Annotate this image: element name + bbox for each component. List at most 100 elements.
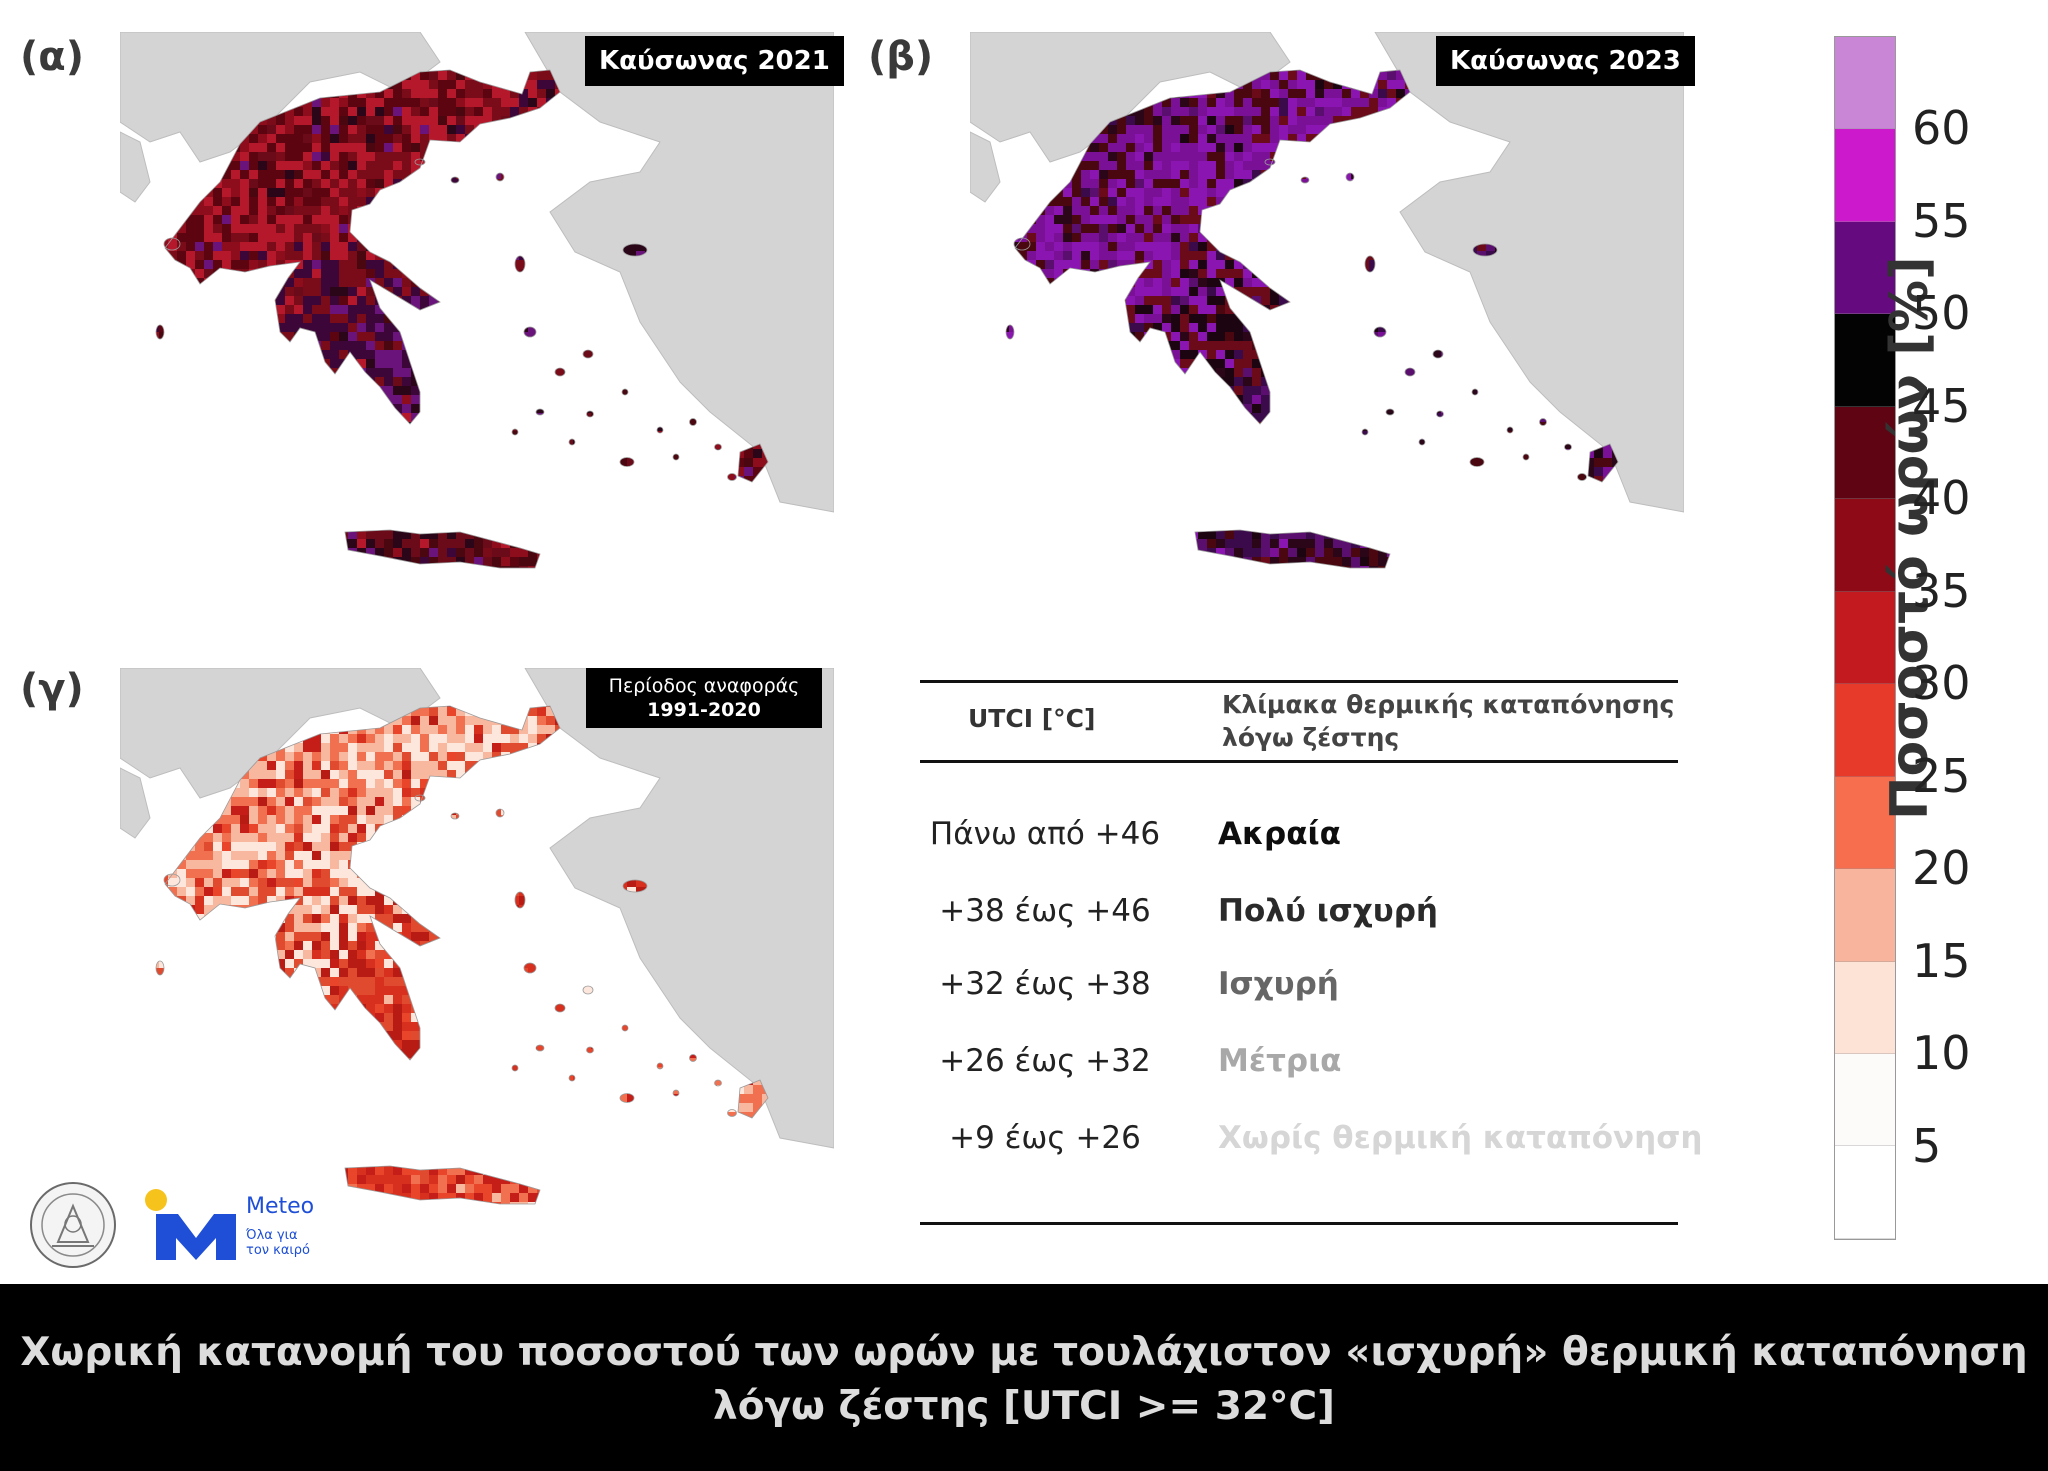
- island-outline: [1364, 255, 1376, 273]
- table-header-scale-line1: Κλίμακα θερμικής καταπόνησης: [1222, 690, 1675, 719]
- colorbar-segment: [1835, 1146, 1895, 1239]
- island-outline: [1469, 457, 1485, 467]
- island-outline: [1522, 453, 1530, 461]
- table-header-utci: UTCI [°C]: [968, 704, 1096, 733]
- meteo-tagline-line1: Όλα για: [246, 1228, 298, 1243]
- island-outline: [535, 1044, 545, 1052]
- table-row-category: Ακραία: [1218, 816, 1341, 852]
- island-outline: [1404, 367, 1416, 377]
- table-row-range: +9 έως +26: [949, 1120, 1141, 1156]
- island-outline: [582, 349, 594, 359]
- neighbor-land: [120, 32, 834, 513]
- island-outline: [495, 172, 505, 182]
- island-outline: [163, 237, 181, 251]
- island-outline: [414, 794, 426, 802]
- meteo-tagline: Όλα για τον καιρό: [246, 1228, 310, 1258]
- island-outline: [554, 1003, 566, 1013]
- footer-caption-line1: Χωρική κατανομή του ποσοστού των ωρών με…: [20, 1330, 2028, 1375]
- colorbar-segment: [1835, 1053, 1895, 1147]
- observatory-seal-logo: [30, 1182, 116, 1268]
- island-outline: [586, 410, 594, 418]
- table-row-range: Πάνω από +46: [929, 816, 1161, 852]
- colorbar-tick-label: 60: [1912, 101, 1971, 156]
- panel-letter-c: (γ): [20, 666, 84, 712]
- neighbor-land: [120, 668, 834, 1149]
- island-outline: [1300, 176, 1310, 184]
- island-outline: [535, 408, 545, 416]
- panel-title-reference: Περίοδος αναφοράς 1991-2020: [586, 668, 822, 728]
- island-outline: [622, 879, 648, 893]
- panel-title-2023: Καύσωνας 2023: [1436, 36, 1695, 86]
- neighbor-country: [1374, 32, 1684, 513]
- colorbar-tick-label: 35: [1912, 563, 1971, 618]
- island-outline: [450, 812, 460, 820]
- colorbar-segment: [1835, 776, 1895, 870]
- colorbar-tick-label: 40: [1912, 471, 1971, 526]
- colorbar-segment: [1835, 406, 1895, 500]
- island-outline: [622, 243, 648, 257]
- table-header-scale-line2: λόγω ζέστης: [1222, 723, 1400, 752]
- colorbar-tick-label: 50: [1912, 286, 1971, 341]
- table-row-range: +38 έως +46: [939, 893, 1151, 929]
- colorbar-segment: [1835, 129, 1895, 222]
- table-row-category: Πολύ ισχυρή: [1218, 893, 1438, 929]
- island-outline: [1264, 158, 1276, 166]
- panel-title-reference-line1: Περίοδος αναφοράς: [608, 675, 800, 697]
- colorbar-segment: [1835, 591, 1895, 685]
- table-row-category: Μέτρια: [1218, 1043, 1342, 1079]
- island-outline: [619, 1093, 635, 1103]
- panel-title-reference-line2: 1991-2020: [647, 699, 761, 721]
- table-row-range: +26 έως +32: [939, 1043, 1151, 1079]
- island-outline: [656, 1062, 664, 1070]
- table-row-category: Ισχυρή: [1218, 966, 1339, 1002]
- island-outline: [656, 426, 664, 434]
- colorbar-tick-label: 20: [1912, 841, 1971, 896]
- island-outline: [511, 1064, 519, 1072]
- island-outline: [1472, 243, 1498, 257]
- island-outline: [1418, 438, 1426, 446]
- island-outline: [672, 453, 680, 461]
- island-outline: [514, 255, 526, 273]
- meteo-logo: [145, 1189, 236, 1260]
- colorbar-tick-label: 10: [1912, 1026, 1971, 1081]
- island-outline: [1345, 172, 1355, 182]
- island-outline: [1361, 428, 1369, 436]
- colorbar-segment: [1835, 961, 1895, 1054]
- table-header-scale: Κλίμακα θερμικής καταπόνησης λόγω ζέστης: [1222, 688, 1674, 754]
- island-outline: [1005, 324, 1015, 340]
- table-rule-top: [920, 680, 1678, 683]
- colorbar-segment: [1835, 869, 1895, 962]
- map-panel-2021: [120, 32, 834, 594]
- map-reference-1991-2020: [120, 668, 834, 1230]
- island-outline: [1385, 408, 1395, 416]
- island-outline: [689, 1054, 697, 1062]
- island-outline: [1013, 237, 1031, 251]
- island-outline: [714, 1079, 722, 1087]
- neighbor-country: [120, 131, 151, 203]
- island-outline: [714, 443, 722, 451]
- neighbor-country: [524, 668, 834, 1149]
- island-outline: [1506, 426, 1514, 434]
- island-outline: [727, 1109, 737, 1117]
- map-panel-reference: [120, 668, 834, 1230]
- island-outline: [523, 326, 537, 338]
- table-row-range: +32 έως +38: [939, 966, 1151, 1002]
- colorbar-segment: [1835, 37, 1895, 130]
- colorbar-tick-label: 25: [1912, 748, 1971, 803]
- colorbar-segment: [1835, 499, 1895, 592]
- island-outline: [163, 873, 181, 887]
- colorbar-tick-label: 55: [1912, 193, 1971, 248]
- island-outline: [155, 960, 165, 976]
- island-outline: [1577, 473, 1587, 481]
- island-outline: [568, 1074, 576, 1082]
- island-outline: [1436, 410, 1444, 418]
- panel-title-2021: Καύσωνας 2021: [585, 36, 844, 86]
- neighbor-land: [970, 32, 1684, 513]
- island-outline: [621, 1024, 629, 1032]
- table-rule-bottom: [920, 1222, 1678, 1225]
- island-outline: [523, 962, 537, 974]
- colorbar-tick-label: 30: [1912, 656, 1971, 711]
- colorbar-tick-label: 15: [1912, 933, 1971, 988]
- colorbar-tick-label: 5: [1912, 1118, 1942, 1173]
- island-outline: [621, 388, 629, 396]
